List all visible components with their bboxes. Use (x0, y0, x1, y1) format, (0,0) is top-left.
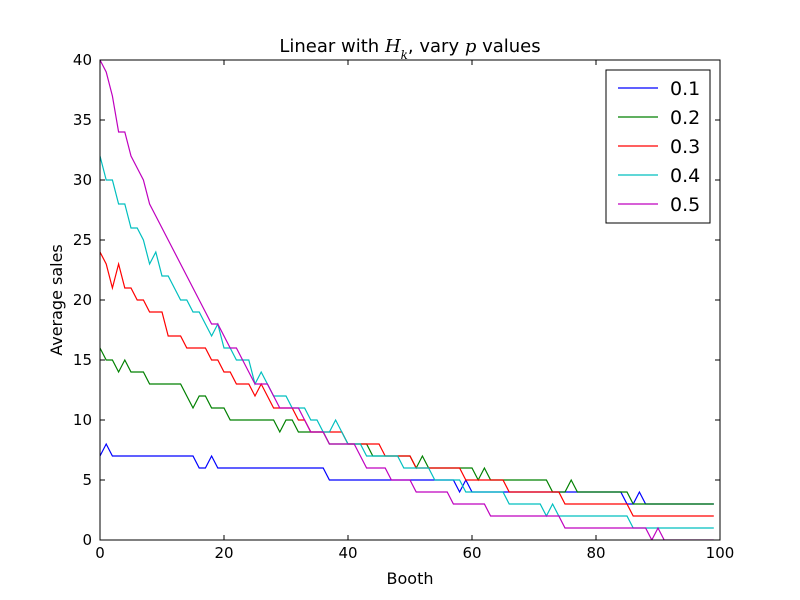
y-tick-label-1: 5 (82, 471, 92, 489)
y-tick-label-5: 25 (73, 231, 92, 249)
series-line-4 (100, 60, 714, 540)
x-tick-label-1: 20 (214, 544, 233, 562)
y-tick-label-3: 15 (73, 351, 92, 369)
series-layer (100, 60, 714, 540)
y-tick-label-7: 35 (73, 111, 92, 129)
legend: 0.1 0.2 0.3 0.4 0.5 (605, 69, 711, 224)
x-tick-label-0: 0 (95, 544, 105, 562)
y-tick-label-4: 20 (73, 291, 92, 309)
legend-label-1: 0.2 (670, 107, 700, 129)
plot-frame (99, 59, 721, 541)
x-axis-label: Booth (387, 569, 434, 588)
x-tick-label-5: 100 (706, 544, 735, 562)
y-tick-label-8: 40 (73, 51, 92, 69)
ticks-layer: 0 20 40 60 80 100 0 5 10 15 20 25 30 35 40 (73, 51, 734, 562)
x-tick-label-2: 40 (338, 544, 357, 562)
x-tick-label-4: 80 (586, 544, 605, 562)
x-tick-label-3: 60 (462, 544, 481, 562)
chart-title: Linear with Hk, vary p values (279, 36, 540, 62)
y-axis-label: Average sales (47, 244, 66, 356)
legend-label-0: 0.1 (670, 78, 700, 100)
y-tick-label-2: 10 (73, 411, 92, 429)
legend-label-2: 0.3 (670, 136, 700, 158)
y-tick-label-0: 0 (82, 531, 92, 549)
series-line-2 (100, 251, 714, 517)
series-line-3 (100, 155, 714, 529)
legend-label-3: 0.4 (670, 165, 700, 187)
legend-label-4: 0.5 (670, 194, 700, 216)
y-tick-label-6: 30 (73, 171, 92, 189)
